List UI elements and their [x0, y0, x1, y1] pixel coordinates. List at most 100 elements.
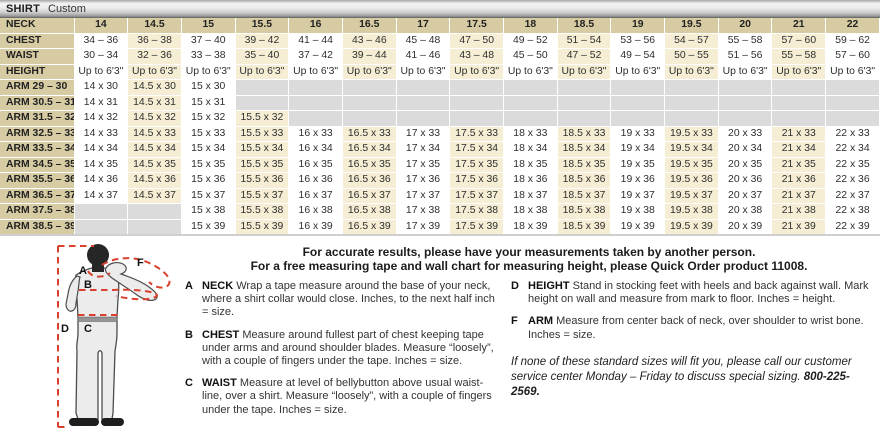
- instruction-letter: B: [185, 328, 193, 341]
- size-cell-empty: [127, 203, 182, 220]
- size-cell: 14 x 35: [74, 157, 129, 173]
- instruction-letter: C: [185, 377, 193, 390]
- size-cell-empty: [449, 95, 504, 111]
- size-cell: 15.5 x 36: [235, 172, 290, 189]
- size-cell: 30 – 34: [74, 48, 129, 65]
- size-cell: 18 x 37: [503, 188, 558, 204]
- neck-size-header: 22: [825, 18, 880, 34]
- table-row: HEIGHT Up to 6'3" Up to 6'3" Up to 6'3" Up t…: [0, 64, 880, 80]
- size-cell: 32 – 36: [127, 48, 182, 65]
- instruction-text: Wrap a tape measure around the base of y…: [202, 280, 495, 319]
- size-cell: 16.5 x 36: [342, 172, 397, 189]
- size-cell: 15 x 30: [181, 79, 236, 96]
- figure-label-b: B: [84, 279, 92, 291]
- size-cell: 17 x 37: [396, 188, 451, 204]
- neck-size-header: 15: [181, 18, 236, 34]
- size-cell: 55 – 58: [771, 48, 827, 65]
- size-cell-empty: [771, 95, 827, 111]
- size-cell-empty: [503, 79, 558, 96]
- neck-size-header: 18: [503, 18, 558, 34]
- row-label: ARM 35.5 – 36: [0, 172, 75, 189]
- size-cell: 16 x 37: [288, 188, 343, 204]
- size-cell-empty: [557, 79, 612, 96]
- size-cell: 17.5 x 33: [449, 126, 504, 142]
- size-cell: 16.5 x 33: [342, 126, 397, 142]
- size-cell: 19.5 x 33: [664, 126, 719, 142]
- size-cell-empty: [503, 110, 558, 127]
- height-measure-line: [57, 245, 94, 428]
- size-cell-empty: [342, 95, 397, 111]
- size-cell: Up to 6'3": [718, 64, 773, 80]
- instruction-arm: F ARM Measure from center back of neck, …: [511, 315, 873, 341]
- size-cell: 19.5 x 36: [664, 172, 719, 189]
- size-cell-empty: [503, 95, 558, 111]
- size-cell: 14.5 x 37: [127, 188, 182, 204]
- size-cell: 43 – 48: [449, 48, 504, 65]
- instruction-text: Measure around fullest part of chest kee…: [202, 328, 494, 368]
- size-cell-empty: [74, 219, 129, 236]
- size-cell-empty: [235, 79, 290, 96]
- instruction-chest: B CHEST Measure around fullest part of c…: [185, 329, 503, 369]
- size-cell: Up to 6'3": [610, 64, 666, 80]
- size-cell: 19 x 38: [610, 203, 666, 220]
- size-cell: 16 x 33: [288, 126, 343, 142]
- size-cell: 15 x 39: [181, 219, 236, 236]
- size-cell-empty: [718, 95, 773, 111]
- size-cell: 50 – 55: [664, 48, 719, 65]
- table-row: CHEST 34 – 36 36 – 38 37 – 40 39 – 42 41 – 44…: [0, 33, 880, 49]
- size-cell: 19.5 x 39: [664, 219, 719, 236]
- size-cell: 35 – 40: [235, 48, 290, 65]
- row-label: WAIST: [0, 48, 75, 65]
- instruction-text: Measure at level of bellybutton above us…: [202, 377, 492, 416]
- size-cell: 16.5 x 37: [342, 188, 397, 204]
- product-category-label: SHIRT: [6, 2, 40, 15]
- table-title-bar: SHIRT Custom: [0, 0, 880, 18]
- size-cell: 14 x 32: [74, 110, 129, 127]
- size-cell: 15 x 31: [181, 95, 236, 111]
- chest-measure-line: [79, 288, 159, 301]
- table-row: ARM 34.5 – 35 14 x 35 14.5 x 35 15 x 35 15.5…: [0, 157, 880, 173]
- neck-size-header: 17.5: [449, 18, 504, 34]
- row-label: ARM 29 – 30: [0, 79, 75, 96]
- size-cell: 17.5 x 36: [449, 172, 504, 189]
- size-cell: 14 x 31: [74, 95, 129, 111]
- size-cell: 17.5 x 34: [449, 141, 504, 158]
- size-cell: 17.5 x 35: [449, 157, 504, 173]
- size-cell: 19 x 34: [610, 141, 666, 158]
- size-cell: 15.5 x 33: [235, 126, 290, 142]
- size-cell-empty: [664, 79, 719, 96]
- neck-size-header: 20: [718, 18, 773, 34]
- size-cell: 21 x 38: [771, 203, 827, 220]
- size-cell: 14 x 34: [74, 141, 129, 158]
- table-row: ARM 32.5 – 33 14 x 33 14.5 x 33 15 x 33 15.5…: [0, 126, 880, 142]
- size-cell: 55 – 58: [718, 33, 773, 49]
- product-variant-label: Custom: [48, 2, 86, 15]
- size-cell: 17 x 39: [396, 219, 451, 236]
- size-cell: 20 x 33: [718, 126, 773, 142]
- size-cell: 15 x 35: [181, 157, 236, 173]
- size-cell-empty: [449, 79, 504, 96]
- size-cell: 37 – 40: [181, 33, 236, 49]
- size-cell: 22 x 35: [825, 157, 880, 173]
- size-cell: 14.5 x 35: [127, 157, 182, 173]
- measurement-figure: A B C D F: [57, 244, 171, 428]
- size-cell: 53 – 56: [610, 33, 666, 49]
- size-cell-empty: [127, 219, 182, 236]
- table-row: ARM 35.5 – 36 14 x 36 14.5 x 36 15 x 36 15.5…: [0, 172, 880, 189]
- size-cell: Up to 6'3": [235, 64, 290, 80]
- size-cell: 22 x 36: [825, 172, 880, 189]
- size-cell: 15.5 x 38: [235, 203, 290, 220]
- table-row: ARM 30.5 – 31 14 x 31 14.5 x 31 15 x 31: [0, 95, 880, 111]
- size-cell-empty: [396, 110, 451, 127]
- size-cell: 14 x 33: [74, 126, 129, 142]
- size-cell: Up to 6'3": [449, 64, 504, 80]
- size-cell: 19.5 x 35: [664, 157, 719, 173]
- arm-measure-line: [101, 257, 171, 289]
- instruction-neck: A NECK Wrap a tape measure around the ba…: [185, 280, 503, 320]
- size-cell: 17 x 33: [396, 126, 451, 142]
- size-cell: 19.5 x 38: [664, 203, 719, 220]
- size-cell: 17 x 38: [396, 203, 451, 220]
- intro-line-1: For accurate results, please have your m…: [302, 245, 756, 259]
- size-cell: Up to 6'3": [181, 64, 236, 80]
- instruction-term: ARM: [528, 315, 554, 328]
